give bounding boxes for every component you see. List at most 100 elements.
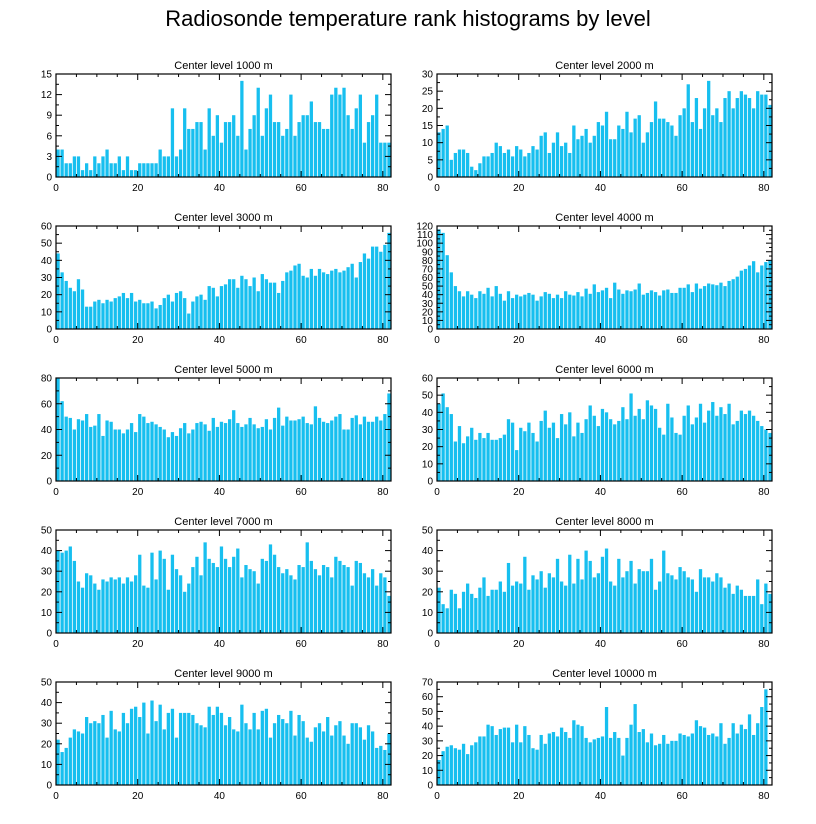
histogram-bar: [252, 424, 256, 481]
histogram-bar: [178, 149, 183, 177]
histogram-bar: [760, 604, 764, 633]
histogram-bar: [383, 749, 387, 785]
histogram-bar: [358, 727, 363, 785]
histogram-bar: [437, 587, 441, 633]
histogram-bar: [305, 277, 309, 329]
histogram-bar: [682, 287, 686, 329]
histogram-bar: [387, 232, 391, 329]
histogram-bar: [535, 441, 539, 481]
histogram-bar: [350, 417, 354, 481]
histogram-bar: [470, 427, 474, 481]
x-tick-label: 20: [513, 487, 525, 498]
histogram-bar: [617, 558, 621, 633]
histogram-bar: [170, 708, 175, 785]
histogram-bar: [731, 424, 735, 481]
y-tick-label: 10: [422, 766, 434, 777]
histogram-bar: [362, 142, 367, 177]
histogram-panel: Center level 8000 m 0 20 40 60 80 0 10 20 30 40 50: [422, 516, 773, 650]
histogram-bar: [506, 727, 511, 785]
histogram-bar: [370, 115, 375, 177]
histogram-bar: [289, 575, 293, 633]
x-tick-label: 40: [595, 487, 607, 498]
histogram-bar: [227, 717, 232, 785]
histogram-bar: [739, 589, 744, 633]
histogram-bar: [555, 438, 560, 481]
histogram-bar: [694, 98, 699, 177]
histogram-bar: [219, 421, 224, 481]
histogram-bar: [608, 581, 613, 633]
histogram-bar: [72, 729, 77, 785]
histogram-bar: [437, 132, 441, 177]
histogram-bar: [588, 742, 592, 785]
histogram-bar: [342, 735, 346, 785]
histogram-bar: [625, 111, 629, 177]
histogram-bar: [743, 414, 748, 481]
histogram-bar: [486, 595, 490, 633]
histogram-bar: [383, 244, 387, 329]
histogram-bar: [723, 743, 727, 785]
histogram-bar: [154, 308, 158, 329]
histogram-bar: [694, 417, 699, 481]
histogram-bar: [690, 122, 694, 177]
histogram-bar: [551, 298, 556, 329]
histogram-bar: [502, 727, 507, 785]
histogram-bar: [76, 731, 81, 785]
histogram-bar: [637, 283, 641, 329]
histogram-bar: [215, 296, 220, 329]
histogram-bar: [285, 128, 289, 177]
y-tick-label: 20: [422, 307, 434, 318]
histogram-bar: [362, 416, 367, 481]
histogram-bar: [134, 575, 138, 633]
histogram-bar: [223, 423, 228, 481]
histogram-bar: [670, 125, 674, 177]
histogram-bar: [195, 122, 199, 177]
histogram-bar: [174, 156, 179, 177]
histogram-bar: [760, 426, 764, 481]
histogram-bar: [60, 401, 64, 481]
histogram-bar: [187, 433, 191, 481]
histogram-bar: [764, 262, 768, 329]
histogram-bar: [678, 733, 682, 785]
histogram-bar: [207, 706, 211, 785]
histogram-bar: [445, 125, 449, 177]
histogram-bar: [309, 424, 313, 481]
histogram-bar: [445, 608, 449, 633]
histogram-bar: [564, 585, 568, 633]
histogram-bar: [178, 575, 183, 633]
histogram-bar: [756, 579, 760, 633]
histogram-bar: [227, 419, 232, 481]
histogram-bar: [387, 595, 391, 633]
histogram-bar: [268, 282, 273, 329]
histogram-bar: [105, 299, 109, 329]
histogram-bar: [637, 569, 641, 633]
histogram-bar: [326, 128, 330, 177]
histogram-bar: [203, 424, 207, 481]
histogram-bar: [449, 159, 453, 177]
histogram-bar: [330, 577, 334, 633]
histogram-bar: [551, 422, 556, 481]
histogram-bar: [215, 567, 220, 633]
histogram-bar: [576, 292, 580, 329]
histogram-bar: [519, 296, 523, 329]
x-tick-label: 0: [53, 487, 59, 498]
histogram-bar: [354, 415, 358, 481]
histogram-bar: [437, 229, 441, 329]
histogram-bar: [584, 128, 588, 177]
histogram-bar: [64, 550, 68, 633]
histogram-bar: [215, 706, 220, 785]
histogram-bar: [129, 708, 134, 785]
histogram-bar: [358, 424, 363, 481]
histogram-bar: [653, 292, 658, 329]
histogram-bar: [301, 567, 305, 633]
histogram-bar: [223, 558, 228, 633]
histogram-bar: [735, 585, 739, 633]
y-tick-label: 70: [422, 264, 434, 275]
histogram-bar: [338, 94, 342, 177]
histogram-bar: [183, 712, 187, 785]
histogram-bar: [621, 755, 625, 785]
histogram-bar: [604, 707, 609, 785]
histogram-bar: [559, 298, 564, 329]
histogram-bar: [84, 717, 89, 785]
histogram-bar: [174, 569, 179, 633]
histogram-bar: [170, 301, 175, 329]
